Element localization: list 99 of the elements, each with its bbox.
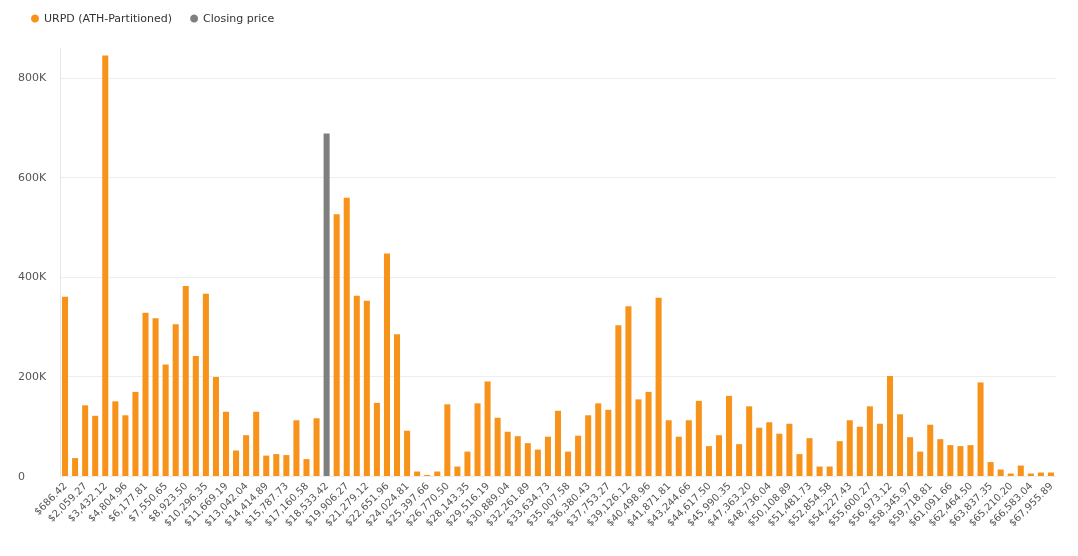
bar [836,441,843,476]
bar [575,435,582,476]
bar [635,399,642,476]
y-tick-label: 0 [18,469,25,483]
bar [826,466,833,476]
bar [514,436,521,476]
bar [695,400,702,476]
bar [726,395,733,476]
bar [233,450,240,476]
bar [112,401,119,476]
bar [363,300,370,476]
bar [625,306,632,476]
bar [786,423,793,476]
bar [404,430,411,476]
bar [142,312,149,476]
bar [585,415,592,476]
bar [554,410,562,476]
y-tick-label: 600K [18,170,47,184]
bar [263,455,270,476]
bar [665,420,672,476]
bar [756,427,763,476]
bar [82,405,89,476]
bar [484,381,491,476]
bar [373,402,380,476]
bar [595,403,602,476]
bar [897,414,904,476]
bar [524,443,531,476]
bar [62,296,69,476]
bar [454,466,461,476]
bar [866,406,873,476]
bar [957,446,964,476]
bar [917,451,924,476]
bar [122,415,129,476]
bar [444,404,451,476]
bar [997,469,1004,476]
bar [293,420,300,476]
bar [464,451,471,476]
bar [474,403,481,476]
bar [504,431,511,476]
bar [796,454,803,476]
bar [323,133,330,476]
bar [907,437,914,476]
bar [856,426,863,476]
bar [494,417,501,476]
bar [102,55,109,476]
bar [192,356,199,476]
bar [967,445,974,476]
bar [212,376,219,476]
bar [343,197,350,476]
bar [615,325,622,476]
bar [383,253,390,476]
bar [886,375,894,476]
bar [313,418,320,476]
bar [746,406,753,476]
bar [675,436,682,476]
y-tick-label: 800K [18,71,47,85]
bar [565,451,572,476]
bar [685,420,692,476]
bar [72,458,79,476]
bar [937,439,944,476]
legend-label: Closing price [203,12,275,25]
bar [172,324,179,476]
bar [253,411,260,476]
bar [655,297,662,476]
bar [736,444,743,476]
bar [152,318,159,476]
bar [182,285,189,476]
bar [766,422,773,476]
bar [283,455,290,476]
bar [705,446,712,476]
bar [132,391,139,476]
bar [303,459,310,476]
bar [534,449,541,476]
bar [876,423,883,476]
bar [605,409,612,476]
y-tick-label: 400K [18,270,47,284]
bar [333,214,340,476]
bar [927,424,934,476]
bar [394,334,401,476]
bar [353,295,360,476]
bar [816,466,823,476]
bar [273,454,280,476]
bar [987,462,994,476]
bar [243,435,250,476]
bar [202,293,209,476]
bar [715,435,722,476]
bar [544,436,551,476]
bar [1017,465,1024,476]
bar [92,415,99,476]
bar [977,382,984,476]
bar [222,411,230,476]
bar [776,433,783,476]
y-tick-label: 200K [18,369,47,383]
bar [645,391,652,476]
bar [162,364,169,476]
bar [947,445,954,476]
bar [806,438,813,476]
bar [846,420,853,476]
legend-label: URPD (ATH-Partitioned) [44,12,173,25]
